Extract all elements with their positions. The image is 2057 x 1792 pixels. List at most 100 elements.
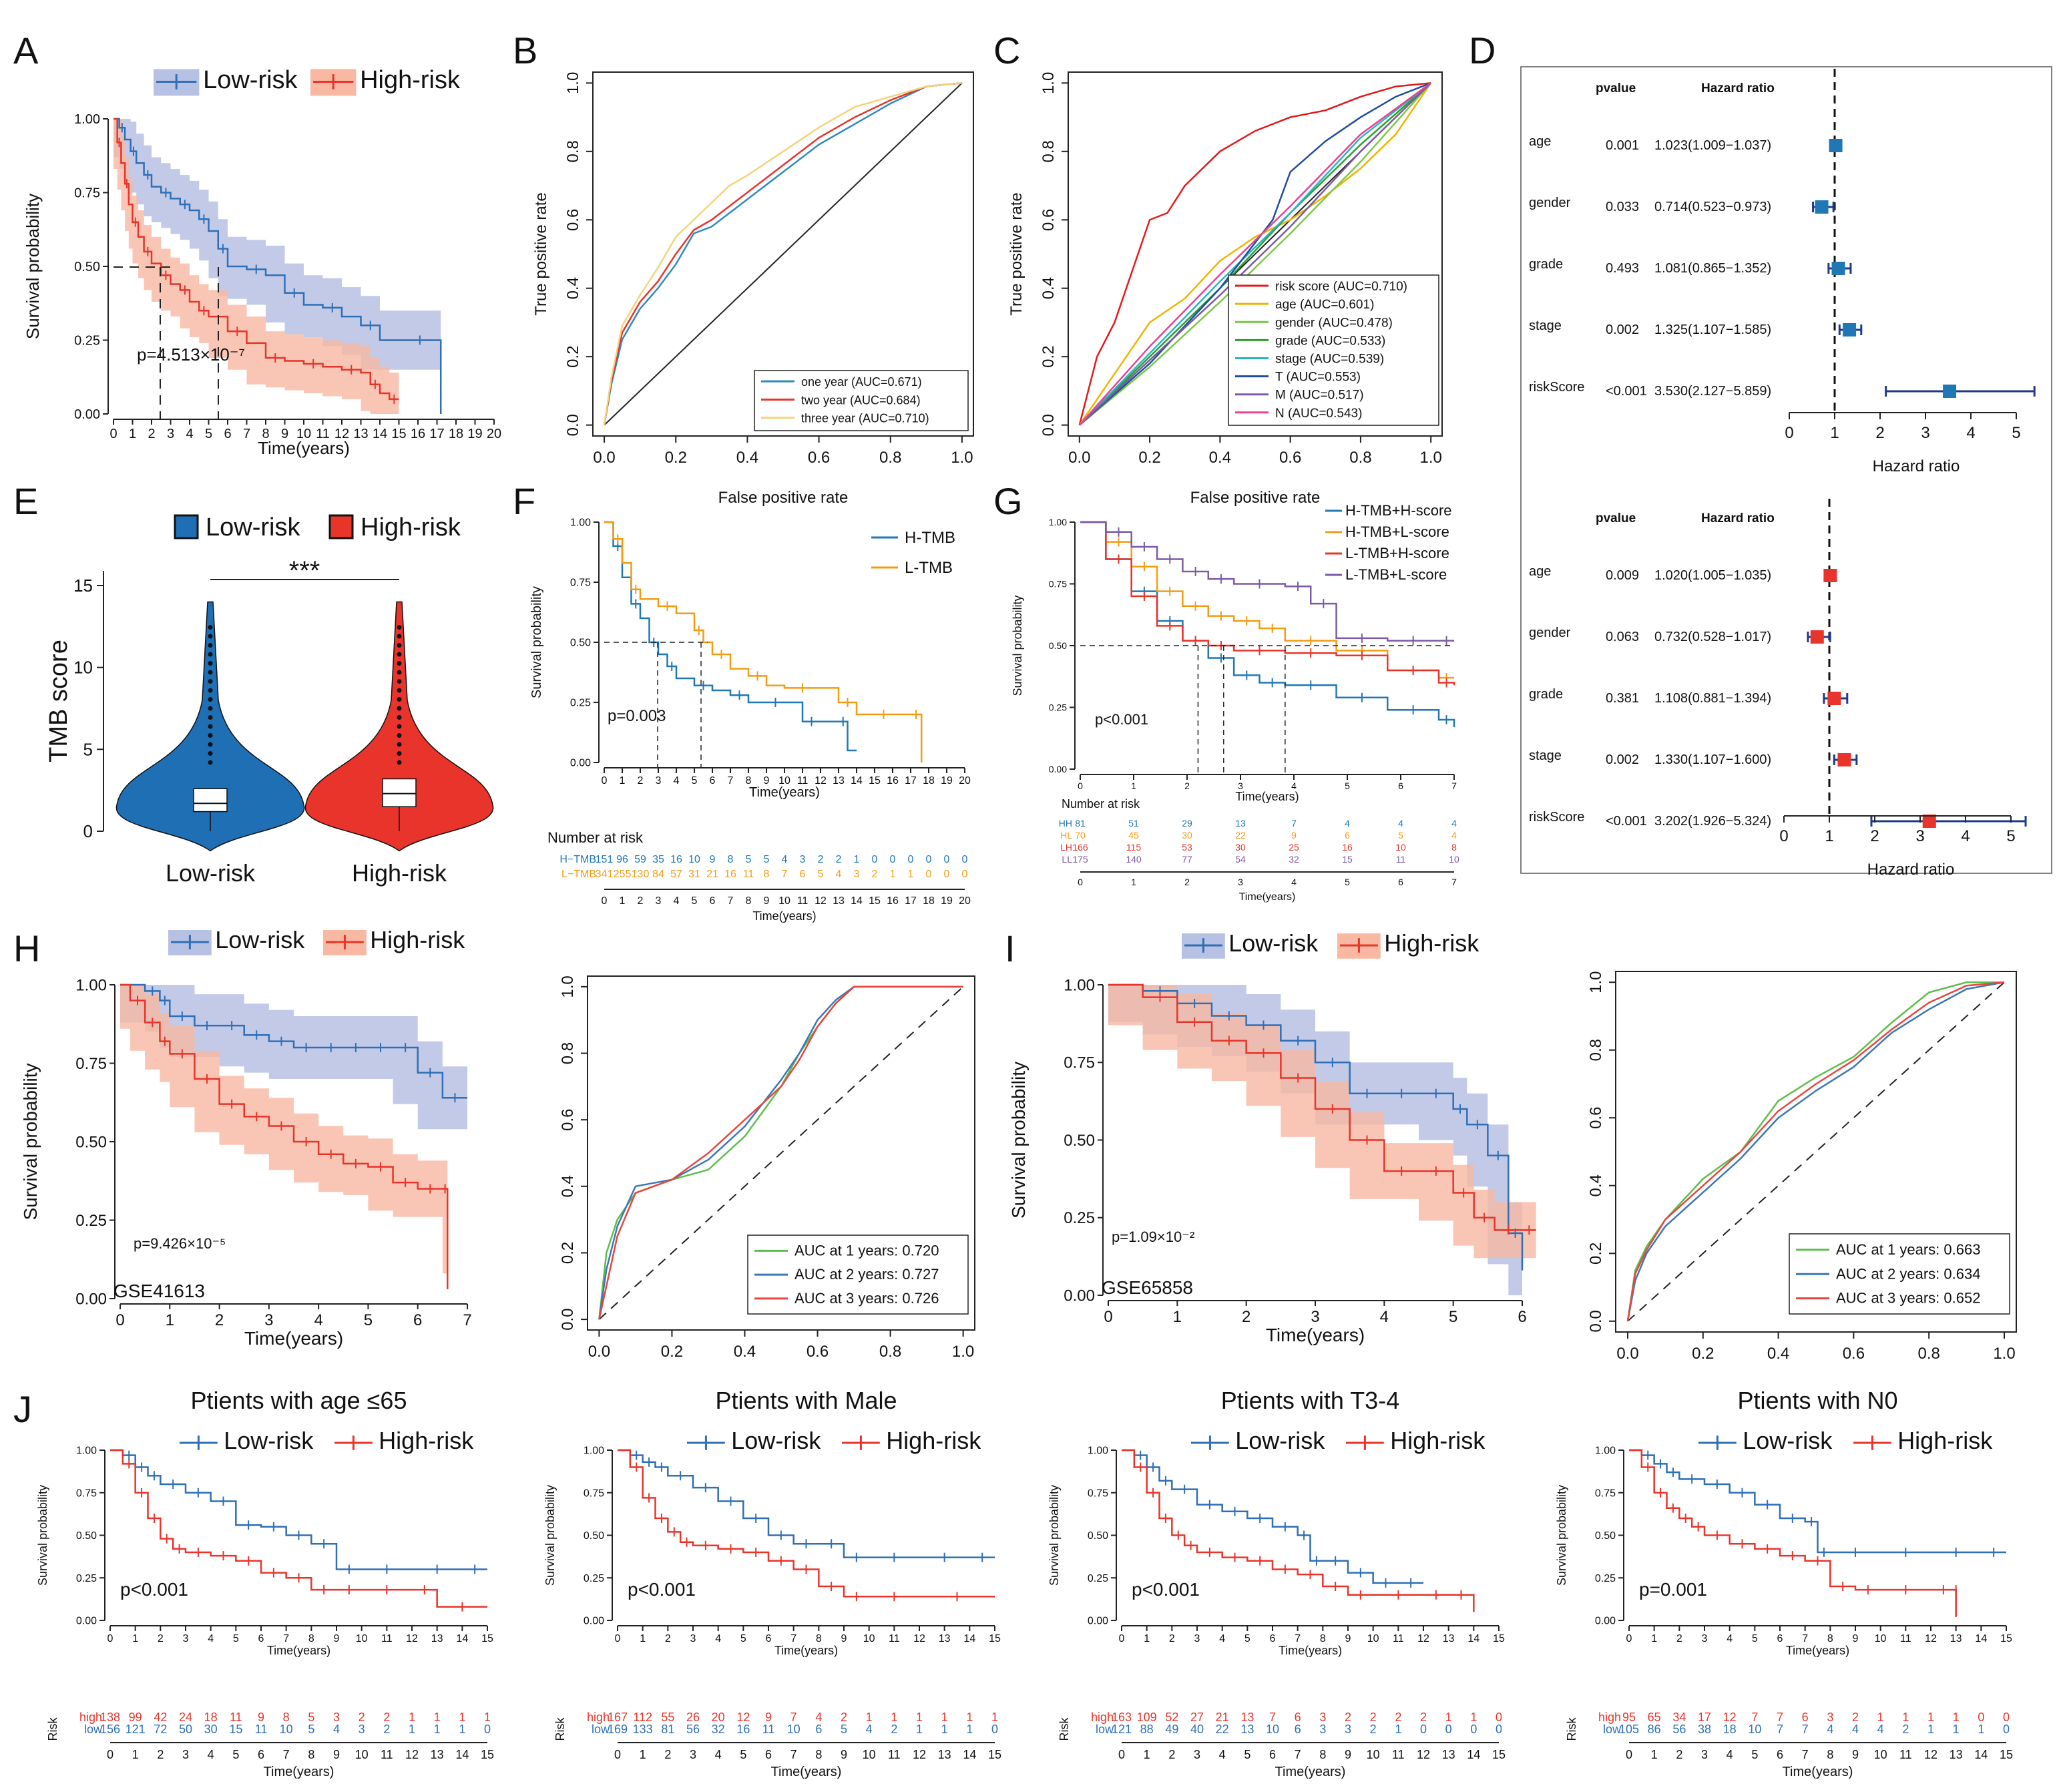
- risk-count: 3: [1319, 1711, 1326, 1724]
- risk-x-tick-label: 12: [405, 1748, 419, 1761]
- outlier-point: [397, 634, 402, 639]
- panel-j2: 0 1 2 3 4 5 6 7 8 9 10 11 12 13 14 150.000.250.500.751.…: [543, 1387, 1001, 1779]
- risk-count: 140: [1126, 854, 1142, 865]
- roc-curve: [598, 985, 963, 1320]
- forest-point: [1829, 139, 1843, 152]
- risk-count: 3: [1345, 1723, 1351, 1736]
- p-value: p<0.001: [628, 1579, 696, 1600]
- significance-label: ***: [289, 556, 320, 586]
- outlier-point: [397, 742, 402, 747]
- forest-pvalue: <0.001: [1606, 814, 1647, 829]
- forest-point: [1831, 262, 1845, 275]
- x-tick-label: 0.2: [1138, 449, 1160, 467]
- legend-swatch: [328, 514, 354, 539]
- y-tick-label: 1.0: [1040, 72, 1058, 94]
- risk-count: 3: [333, 1711, 340, 1724]
- risk-x-tick-label: 2: [1184, 877, 1190, 887]
- x-tick-label: 3: [1311, 1308, 1319, 1326]
- y-tick-label: 0.0: [1587, 1310, 1605, 1332]
- risk-count: 2: [1370, 1711, 1377, 1724]
- y-axis-label: TMB score: [45, 640, 73, 762]
- legend-label: High-risk: [1390, 1427, 1485, 1454]
- risk-count: 4: [1451, 830, 1457, 841]
- risk-count: 4: [1451, 818, 1457, 829]
- risk-count: 7: [1291, 818, 1297, 829]
- forest-point: [1827, 692, 1841, 705]
- risk-count: 0: [926, 854, 932, 865]
- dataset-label: GSE41613: [113, 1281, 205, 1301]
- risk-count: 0: [1496, 1711, 1502, 1724]
- risk-count: 5: [818, 869, 824, 880]
- diagonal-reference: [604, 82, 963, 426]
- risk-x-tick-label: 3: [182, 1748, 189, 1761]
- y-tick-label: 0.75: [76, 1488, 97, 1499]
- roc-legend: one year (AUC=0.671) two year (AUC=0.684)…: [754, 370, 969, 431]
- risk-x-tick-label: 14: [1974, 1748, 1988, 1761]
- risk-x-tick-label: 14: [1467, 1748, 1480, 1761]
- forest-tick-label: 5: [2006, 827, 2015, 845]
- risk-x-tick-label: 19: [941, 895, 953, 907]
- y-tick-label: 0.6: [564, 209, 582, 231]
- forest-hr-text: 3.202(1.926−5.324): [1654, 814, 1771, 829]
- y-tick-label: 1.00: [1049, 517, 1067, 527]
- risk-count: 15: [1342, 854, 1353, 865]
- legend-label: AUC at 2 years: 0.634: [1836, 1265, 1980, 1282]
- x-tick-label: 10: [1875, 1633, 1887, 1644]
- x-tick-label: 2: [665, 1633, 671, 1644]
- x-tick-label: 8: [308, 1633, 314, 1644]
- x-tick-label: 0: [109, 427, 117, 441]
- panel-letter-d: D: [1469, 29, 1496, 71]
- x-category-label: High-risk: [352, 859, 447, 887]
- legend-label: Low-risk: [203, 66, 298, 94]
- x-tick-label: 0: [1626, 1633, 1632, 1644]
- x-tick-label: 7: [1451, 780, 1457, 791]
- risk-count: 9: [1291, 830, 1297, 841]
- risk-count: 7: [1802, 1723, 1809, 1736]
- forest-tick-label: 3: [1921, 424, 1929, 442]
- y-tick-label: 0.00: [584, 1616, 604, 1627]
- risk-x-tick-label: 5: [740, 1748, 746, 1761]
- panel-letter-c: C: [993, 29, 1020, 71]
- y-tick-label: 1.00: [570, 517, 591, 529]
- risk-x-axis-label: Time(years): [771, 1765, 842, 1779]
- risk-x-tick-label: 3: [690, 1748, 696, 1761]
- km-curve-high: [618, 1449, 995, 1598]
- risk-x-tick-label: 12: [913, 1748, 926, 1761]
- risk-count: 0: [1496, 1723, 1502, 1736]
- x-tick-label: 3: [167, 427, 174, 441]
- forest-pvalue: 0.381: [1606, 691, 1639, 706]
- risk-x-tick-label: 4: [674, 895, 680, 907]
- risk-x-tick-label: 9: [764, 895, 770, 907]
- risk-x-tick-label: 2: [157, 1748, 164, 1761]
- outlier-point: [208, 724, 213, 729]
- risk-count: 34: [1672, 1711, 1686, 1724]
- forest-hr-text: 1.325(1.107−1.585): [1654, 322, 1771, 337]
- x-tick-label: 9: [841, 1633, 847, 1644]
- x-tick-label: 1: [1173, 1308, 1182, 1326]
- risk-count: 25: [1289, 842, 1299, 853]
- outlier-point: [208, 688, 213, 693]
- risk-count: 2: [1370, 1723, 1377, 1736]
- x-axis-label: Time(years): [1786, 1644, 1849, 1657]
- risk-x-tick-label: 15: [481, 1748, 494, 1761]
- risk-row-label: high: [79, 1711, 102, 1724]
- y-axis-label: Survival probability: [36, 1485, 49, 1586]
- x-tick-label: 7: [728, 775, 734, 787]
- x-tick-label: 15: [989, 1633, 1001, 1644]
- panel-d: pvalue Hazard ratio age 0.001 1.023(1.009−1.…: [1520, 66, 2052, 879]
- km-curve-low: [1629, 1449, 2006, 1554]
- x-tick-label: 0.4: [1767, 1345, 1789, 1363]
- risk-x-tick-label: 7: [790, 1748, 797, 1761]
- outlier-point: [397, 724, 402, 729]
- p-value: p=0.003: [608, 707, 666, 725]
- risk-count: 53: [1182, 842, 1192, 853]
- risk-count: 1: [459, 1711, 465, 1724]
- x-tick-label: 0.8: [1349, 449, 1371, 467]
- risk-count: 0: [991, 1723, 998, 1736]
- forest-point: [1823, 569, 1837, 582]
- risk-count: 56: [686, 1723, 700, 1736]
- risk-count: 17: [1698, 1711, 1711, 1724]
- risk-count: 1: [409, 1711, 415, 1724]
- y-tick-label: 0.8: [1587, 1039, 1605, 1061]
